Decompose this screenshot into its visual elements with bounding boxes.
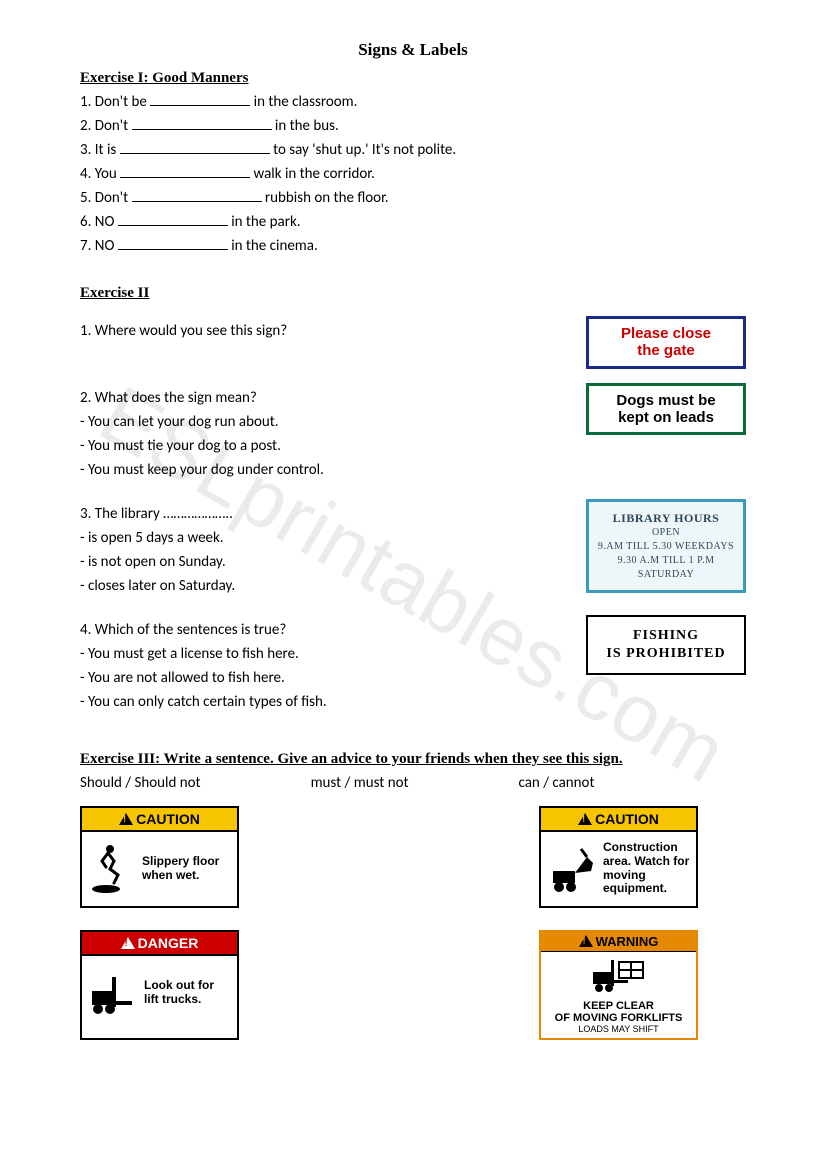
- fill-blank-line: 6. NO in the park.: [80, 213, 746, 231]
- caution-row-1: CAUTION Slippery floor when wet. CAUTION Co…: [80, 806, 746, 908]
- sign-box: Please closethe gate: [586, 316, 746, 369]
- blank-field[interactable]: [118, 237, 228, 250]
- warning-body: KEEP CLEAROF MOVING FORKLIFTSLOADS MAY S…: [541, 952, 696, 1038]
- line-post: rubbish on the floor.: [262, 189, 389, 207]
- fill-blank-line: 1. Don't be in the classroom.: [80, 93, 746, 111]
- line-post: in the bus.: [272, 117, 339, 135]
- answer-option: - You can only catch certain types of fi…: [80, 693, 576, 711]
- alert-icon: [119, 813, 133, 825]
- sign-text: Slippery floor when wet.: [142, 855, 231, 883]
- line-pre: 2. Don't: [80, 117, 132, 135]
- answer-option: - closes later on Saturday.: [80, 577, 576, 595]
- modal-must: must / must not: [311, 774, 409, 792]
- warning-header: WARNING: [541, 932, 696, 952]
- blank-field[interactable]: [132, 189, 262, 202]
- question-text: 4. Which of the sentences is true?: [80, 621, 576, 639]
- sign-text: Construction area. Watch for moving equi…: [603, 841, 690, 896]
- answer-option: - You can let your dog run about.: [80, 413, 576, 431]
- line-pre: 1. Don't be: [80, 93, 150, 111]
- caution-sign: CAUTION Construction area. Watch for movi…: [539, 806, 698, 908]
- line-pre: 6. NO: [80, 213, 118, 231]
- worksheet-page: Signs & Labels Exercise I: Good Manners …: [0, 0, 826, 1082]
- question-block: 3. The library ……………….. - is open 5 days …: [80, 499, 586, 601]
- answer-option: - You must get a license to fish here.: [80, 645, 576, 663]
- alert-icon: [121, 937, 135, 949]
- slip-icon: [88, 841, 136, 897]
- caution-header: CAUTION: [82, 808, 237, 832]
- danger-sign: DANGER Look out for lift trucks.: [80, 930, 239, 1040]
- sign-box: Library HoursOpen9.am till 5.30 weekdays…: [586, 499, 746, 594]
- caution-sign: CAUTION Slippery floor when wet.: [80, 806, 239, 908]
- sign-box: Fishingis prohibited: [586, 615, 746, 675]
- page-title: Signs & Labels: [80, 40, 746, 60]
- modal-verbs-row: Should / Should not must / must not can …: [80, 774, 746, 792]
- warning-sign: WARNINGKEEP CLEAROF MOVING FORKLIFTSLOAD…: [539, 930, 698, 1040]
- line-pre: 7. NO: [80, 237, 118, 255]
- warning-icon: [579, 935, 593, 947]
- alert-icon: [578, 813, 592, 825]
- fill-blank-line: 7. NO in the cinema.: [80, 237, 746, 255]
- line-post: in the park.: [228, 213, 301, 231]
- question-block: 4. Which of the sentences is true? - You …: [80, 615, 586, 717]
- question-text: 2. What does the sign mean?: [80, 389, 576, 407]
- forklift-icon: [545, 956, 692, 1000]
- blank-field[interactable]: [120, 165, 250, 178]
- fill-blank-line: 2. Don't in the bus.: [80, 117, 746, 135]
- line-post: walk in the corridor.: [250, 165, 375, 183]
- question-text: 3. The library ………………..: [80, 505, 576, 523]
- question-block: 1. Where would you see this sign?: [80, 316, 586, 346]
- line-pre: 3. It is: [80, 141, 120, 159]
- fill-blank-line: 4. You walk in the corridor.: [80, 165, 746, 183]
- exercise2-heading: Exercise II: [80, 285, 746, 302]
- line-pre: 5. Don't: [80, 189, 132, 207]
- blank-field[interactable]: [118, 213, 228, 226]
- caution-header: CAUTION: [541, 808, 696, 832]
- sign-body: Slippery floor when wet.: [82, 832, 237, 906]
- exercise1-list: 1. Don't be in the classroom. 2. Don't in…: [80, 93, 746, 255]
- danger-header: DANGER: [82, 932, 237, 956]
- exercise1-heading: Exercise I: Good Manners: [80, 70, 746, 87]
- fill-blank-line: 3. It is to say 'shut up.' It's not poli…: [80, 141, 746, 159]
- exercise2-list: 1. Where would you see this sign? Please …: [80, 316, 746, 717]
- sign-text: Look out for lift trucks.: [144, 979, 231, 1007]
- answer-option: - is not open on Sunday.: [80, 553, 576, 571]
- exercise2-row: 2. What does the sign mean? - You can let…: [80, 383, 746, 485]
- blank-field[interactable]: [132, 117, 272, 130]
- sign-body: Look out for lift trucks.: [82, 956, 237, 1030]
- exercise2-row: 1. Where would you see this sign? Please …: [80, 316, 746, 369]
- question-text: 1. Where would you see this sign?: [80, 322, 576, 340]
- line-post: to say 'shut up.' It's not polite.: [270, 141, 457, 159]
- line-post: in the cinema.: [228, 237, 318, 255]
- sign-body: Construction area. Watch for moving equi…: [541, 832, 696, 906]
- exercise2-row: 3. The library ……………….. - is open 5 days …: [80, 499, 746, 601]
- answer-option: - You are not allowed to fish here.: [80, 669, 576, 687]
- answer-option: - You must tie your dog to a post.: [80, 437, 576, 455]
- forklift-icon: [88, 965, 138, 1021]
- modal-can: can / cannot: [519, 774, 595, 792]
- exercise2-row: 4. Which of the sentences is true? - You …: [80, 615, 746, 717]
- fill-blank-line: 5. Don't rubbish on the floor.: [80, 189, 746, 207]
- answer-option: - is open 5 days a week.: [80, 529, 576, 547]
- backhoe-icon: [547, 841, 597, 897]
- blank-field[interactable]: [120, 141, 270, 154]
- answer-option: - You must keep your dog under control.: [80, 461, 576, 479]
- question-block: 2. What does the sign mean? - You can let…: [80, 383, 586, 485]
- exercise3-heading: Exercise III: Write a sentence. Give an …: [80, 751, 746, 768]
- line-pre: 4. You: [80, 165, 120, 183]
- blank-field[interactable]: [150, 93, 250, 106]
- sign-box: Dogs must bekept on leads: [586, 383, 746, 436]
- caution-row-2: DANGER Look out for lift trucks. WARNINGKE…: [80, 930, 746, 1040]
- modal-should: Should / Should not: [80, 774, 201, 792]
- line-post: in the classroom.: [250, 93, 357, 111]
